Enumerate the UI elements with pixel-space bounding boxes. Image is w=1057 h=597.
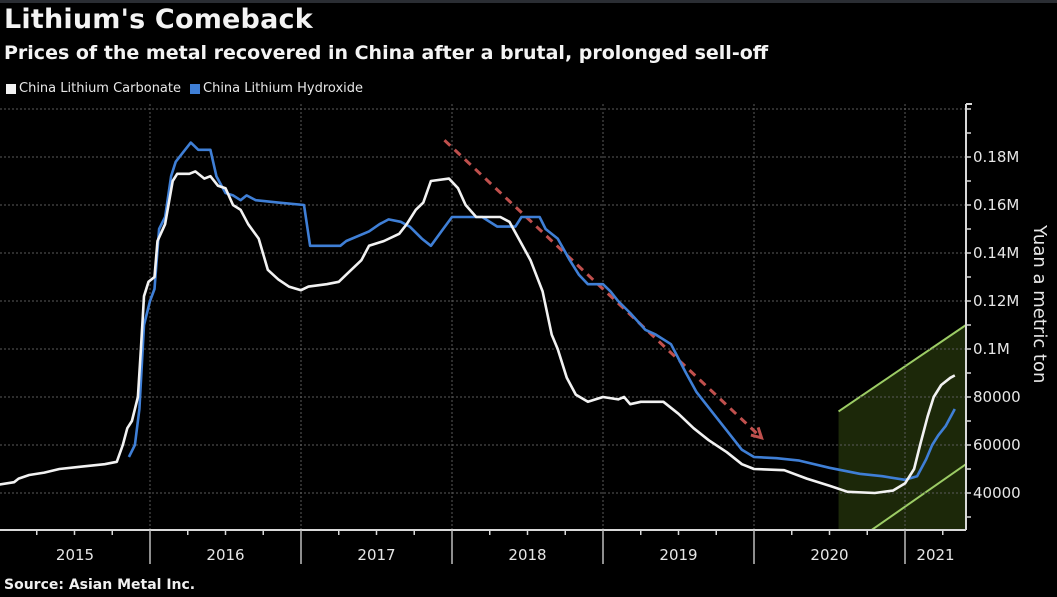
x-tick-label: 2015 [56, 546, 94, 564]
y-axis-title: Yuan a metric ton [1029, 224, 1050, 383]
source-note: Source: Asian Metal Inc. [4, 577, 196, 593]
top-border [0, 0, 1057, 3]
trend-arrow-line [443, 139, 763, 439]
legend-label-hydroxide: China Lithium Hydroxide [203, 81, 363, 96]
trend-arrow-head [750, 426, 764, 440]
channel-group [837, 324, 966, 530]
y-tick-label: 60000 [973, 436, 1021, 454]
channel-lower-line [869, 463, 966, 530]
y-tick-label: 0.16M [973, 196, 1019, 214]
channel-upper-line [837, 324, 966, 413]
series-line-carbonate [0, 170, 956, 495]
chart-title: Lithium's Comeback [4, 4, 313, 35]
y-tick-label: 80000 [973, 388, 1021, 406]
x-tick-label: 2016 [206, 546, 244, 564]
y-tick-label: 0.18M [973, 148, 1019, 166]
series-lines [0, 141, 956, 495]
legend-swatch-hydroxide [190, 83, 200, 94]
legend: China Lithium Carbonate China Lithium Hy… [6, 81, 372, 96]
chart-subtitle: Prices of the metal recovered in China a… [4, 42, 769, 64]
x-tick-label: 2020 [810, 546, 848, 564]
y-tick-label: 0.12M [973, 292, 1019, 310]
x-tick-label: 2018 [508, 546, 546, 564]
channel-fill [838, 325, 966, 530]
gridlines [0, 104, 966, 530]
x-tick-label: 2019 [659, 546, 697, 564]
y-tick-label: 0.14M [973, 244, 1019, 262]
recovery-channel [837, 324, 966, 530]
legend-item-carbonate: China Lithium Carbonate [6, 81, 181, 96]
series-line-hydroxide [127, 141, 956, 482]
legend-label-carbonate: China Lithium Carbonate [19, 81, 181, 96]
axes: 40000 60000 80000 0.1M 0.12M 0.14M 0.16M 0.18M 2… [0, 103, 1021, 564]
legend-item-hydroxide: China Lithium Hydroxide [190, 81, 363, 96]
legend-swatch-carbonate [6, 83, 16, 94]
downtrend-arrow [443, 139, 764, 440]
x-tick-label: 2021 [916, 546, 954, 564]
y-tick-label: 40000 [973, 484, 1021, 502]
y-tick-label: 0.1M [973, 340, 1010, 358]
x-tick-label: 2017 [357, 546, 395, 564]
